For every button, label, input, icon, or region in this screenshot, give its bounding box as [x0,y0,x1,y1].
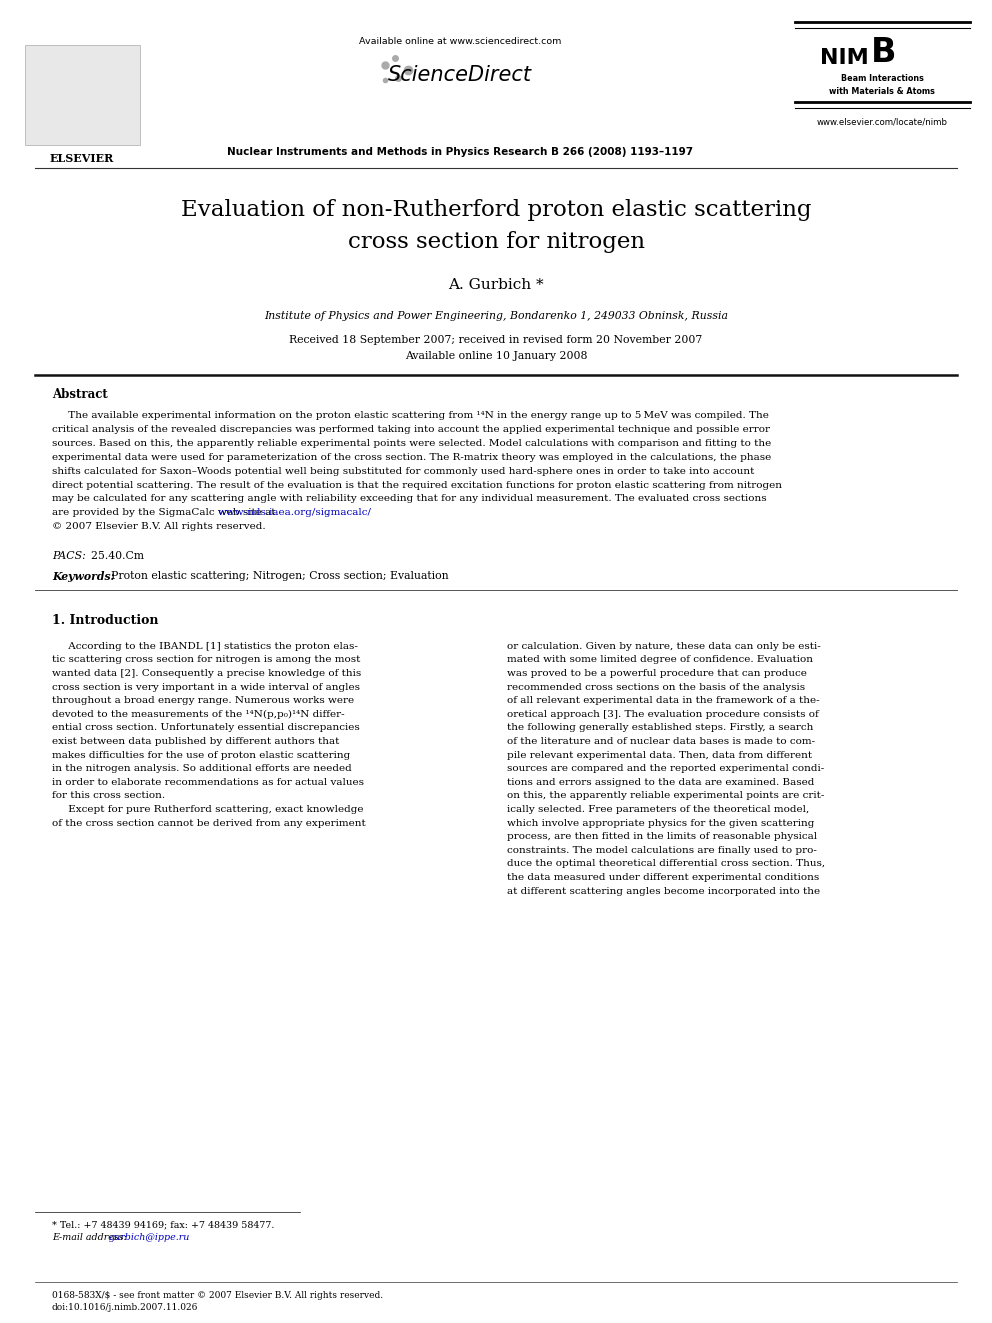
Text: 25.40.Cm: 25.40.Cm [84,552,144,561]
Text: of the cross section cannot be derived from any experiment: of the cross section cannot be derived f… [52,819,366,827]
Text: was proved to be a powerful procedure that can produce: was proved to be a powerful procedure th… [507,669,806,677]
Text: cross section for nitrogen: cross section for nitrogen [347,232,645,253]
Text: Available online 10 January 2008: Available online 10 January 2008 [405,351,587,361]
Text: the data measured under different experimental conditions: the data measured under different experi… [507,873,819,882]
Text: may be calculated for any scattering angle with reliability exceeding that for a: may be calculated for any scattering ang… [52,495,767,503]
Text: Beam Interactions
with Materials & Atoms: Beam Interactions with Materials & Atoms [829,74,934,95]
Text: © 2007 Elsevier B.V. All rights reserved.: © 2007 Elsevier B.V. All rights reserved… [52,521,266,531]
Text: ELSEVIER: ELSEVIER [50,152,114,164]
Text: * Tel.: +7 48439 94169; fax: +7 48439 58477.: * Tel.: +7 48439 94169; fax: +7 48439 58… [52,1221,275,1229]
Text: on this, the apparently reliable experimental points are crit-: on this, the apparently reliable experim… [507,791,824,800]
Text: constraints. The model calculations are finally used to pro-: constraints. The model calculations are … [507,845,816,855]
Text: duce the optimal theoretical differential cross section. Thus,: duce the optimal theoretical differentia… [507,860,825,868]
Text: critical analysis of the revealed discrepancies was performed taking into accoun: critical analysis of the revealed discre… [52,425,770,434]
Text: experimental data were used for parameterization of the cross section. The R-mat: experimental data were used for paramete… [52,452,771,462]
Text: which involve appropriate physics for the given scattering: which involve appropriate physics for th… [507,819,814,827]
Text: A. Gurbich *: A. Gurbich * [448,278,544,292]
Text: exist between data published by different authors that: exist between data published by differen… [52,737,339,746]
Text: Institute of Physics and Power Engineering, Bondarenko 1, 249033 Obninsk, Russia: Institute of Physics and Power Engineeri… [264,311,728,321]
Text: at different scattering angles become incorporated into the: at different scattering angles become in… [507,886,820,896]
Text: .: . [324,508,327,517]
Text: makes difficulties for the use of proton elastic scattering: makes difficulties for the use of proton… [52,750,350,759]
Text: pile relevant experimental data. Then, data from different: pile relevant experimental data. Then, d… [507,750,812,759]
Text: Available online at www.sciencedirect.com: Available online at www.sciencedirect.co… [359,37,561,46]
Text: are provided by the SigmaCalc web site at: are provided by the SigmaCalc web site a… [52,508,279,517]
Text: wanted data [2]. Consequently a precise knowledge of this: wanted data [2]. Consequently a precise … [52,669,361,677]
Text: B: B [871,37,897,70]
Text: recommended cross sections on the basis of the analysis: recommended cross sections on the basis … [507,683,806,692]
Text: tions and errors assigned to the data are examined. Based: tions and errors assigned to the data ar… [507,778,814,787]
Text: oretical approach [3]. The evaluation procedure consists of: oretical approach [3]. The evaluation pr… [507,709,818,718]
Text: Except for pure Rutherford scattering, exact knowledge: Except for pure Rutherford scattering, e… [52,804,363,814]
Text: Received 18 September 2007; received in revised form 20 November 2007: Received 18 September 2007; received in … [290,335,702,345]
Text: shifts calculated for Saxon–Woods potential well being substituted for commonly : shifts calculated for Saxon–Woods potent… [52,467,754,476]
Text: PACS:: PACS: [52,552,85,561]
Text: doi:10.1016/j.nimb.2007.11.026: doi:10.1016/j.nimb.2007.11.026 [52,1303,198,1311]
Text: ically selected. Free parameters of the theoretical model,: ically selected. Free parameters of the … [507,804,809,814]
Text: www.elsevier.com/locate/nimb: www.elsevier.com/locate/nimb [816,118,947,127]
Text: of all relevant experimental data in the framework of a the-: of all relevant experimental data in the… [507,696,819,705]
Text: Nuclear Instruments and Methods in Physics Research B 266 (2008) 1193–1197: Nuclear Instruments and Methods in Physi… [227,147,693,157]
Text: or calculation. Given by nature, these data can only be esti-: or calculation. Given by nature, these d… [507,642,820,651]
Text: for this cross section.: for this cross section. [52,791,165,800]
Text: throughout a broad energy range. Numerous works were: throughout a broad energy range. Numerou… [52,696,354,705]
Text: sources are compared and the reported experimental condi-: sources are compared and the reported ex… [507,765,824,773]
Text: tic scattering cross section for nitrogen is among the most: tic scattering cross section for nitroge… [52,655,360,664]
Text: in the nitrogen analysis. So additional efforts are needed: in the nitrogen analysis. So additional … [52,765,352,773]
Text: mated with some limited degree of confidence. Evaluation: mated with some limited degree of confid… [507,655,813,664]
Text: 0168-583X/$ - see front matter © 2007 Elsevier B.V. All rights reserved.: 0168-583X/$ - see front matter © 2007 El… [52,1290,383,1299]
Text: sources. Based on this, the apparently reliable experimental points were selecte: sources. Based on this, the apparently r… [52,439,771,448]
Text: ScienceDirect: ScienceDirect [388,65,532,85]
Text: devoted to the measurements of the ¹⁴N(p,p₀)¹⁴N differ-: devoted to the measurements of the ¹⁴N(p… [52,709,344,718]
Text: 1. Introduction: 1. Introduction [52,614,159,627]
Text: in order to elaborate recommendations as for actual values: in order to elaborate recommendations as… [52,778,364,787]
Text: cross section is very important in a wide interval of angles: cross section is very important in a wid… [52,683,360,692]
Text: of the literature and of nuclear data bases is made to com-: of the literature and of nuclear data ba… [507,737,815,746]
Text: According to the IBANDL [1] statistics the proton elas-: According to the IBANDL [1] statistics t… [52,642,358,651]
Text: gurbich@ippe.ru: gurbich@ippe.ru [109,1233,190,1242]
Text: Keywords:: Keywords: [52,570,115,582]
Text: www-nds.iaea.org/sigmacalc/: www-nds.iaea.org/sigmacalc/ [218,508,372,517]
Text: NIM: NIM [820,48,869,67]
Text: The available experimental information on the proton elastic scattering from ¹⁴N: The available experimental information o… [52,411,769,421]
Text: Proton elastic scattering; Nitrogen; Cross section; Evaluation: Proton elastic scattering; Nitrogen; Cro… [104,572,448,581]
Text: process, are then fitted in the limits of reasonable physical: process, are then fitted in the limits o… [507,832,817,841]
Text: Evaluation of non-Rutherford proton elastic scattering: Evaluation of non-Rutherford proton elas… [181,198,811,221]
Text: direct potential scattering. The result of the evaluation is that the required e: direct potential scattering. The result … [52,480,782,490]
Text: E-mail address:: E-mail address: [52,1233,130,1242]
Bar [25,45,140,146]
Text: Abstract: Abstract [52,389,108,401]
Text: the following generally established steps. Firstly, a search: the following generally established step… [507,724,813,733]
Text: ential cross section. Unfortunately essential discrepancies: ential cross section. Unfortunately esse… [52,724,360,733]
